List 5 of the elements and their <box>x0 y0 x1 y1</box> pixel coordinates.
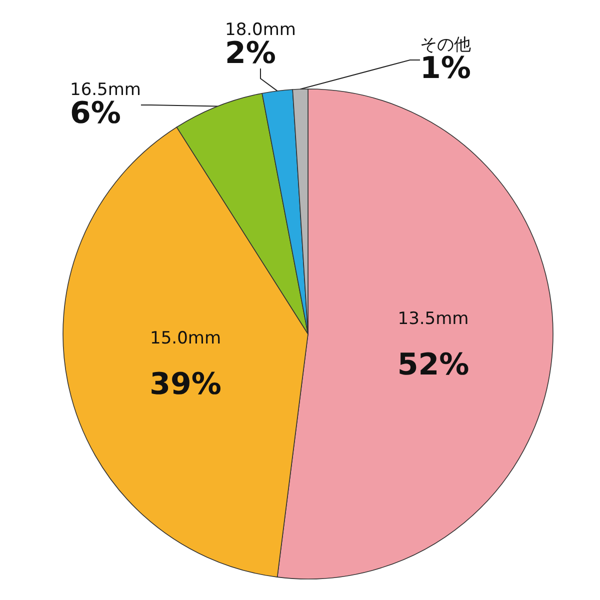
data-label: 39% <box>150 366 222 402</box>
data-label: 52% <box>397 347 470 382</box>
slice-label: 13.5mm <box>398 308 469 329</box>
slice-label: その他 <box>420 35 471 55</box>
slice-label: 15.0mm <box>150 328 222 348</box>
